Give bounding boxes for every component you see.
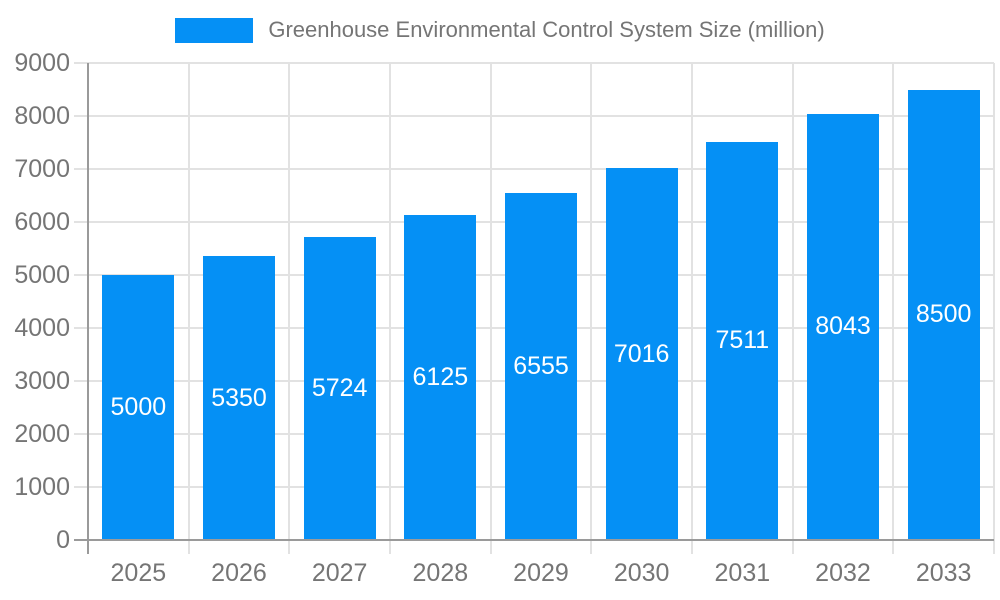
- bar-2027[interactable]: 5724: [303, 236, 376, 540]
- bar-value-label: 6125: [412, 363, 469, 392]
- x-axis-label-2028: 2028: [412, 559, 469, 587]
- x-axis-label-2032: 2032: [815, 559, 871, 587]
- x-axis-label-2025: 2025: [110, 559, 167, 587]
- legend[interactable]: Greenhouse Environmental Control System …: [0, 8, 1000, 52]
- bar-2025[interactable]: 5000: [102, 275, 175, 540]
- bar-2026[interactable]: 5350: [203, 256, 275, 540]
- bar-2028[interactable]: 6125: [404, 215, 477, 540]
- y-axis-line: [87, 63, 89, 554]
- gridline-vertical: [288, 63, 291, 554]
- y-axis-label: 8000: [14, 102, 70, 130]
- legend-swatch: [175, 17, 254, 43]
- bar-value-label: 8043: [815, 312, 871, 341]
- bar-value-label: 6555: [513, 351, 569, 380]
- bar-value-label: 5000: [110, 393, 167, 421]
- bar-value-label: 5350: [211, 383, 267, 412]
- gridline-vertical: [389, 63, 391, 554]
- legend-title: Greenhouse Environmental Control System …: [268, 17, 825, 42]
- bar-value-label: 8500: [915, 300, 972, 329]
- x-axis-label-2033: 2033: [915, 559, 972, 587]
- bar-value-label: 7511: [715, 326, 770, 355]
- gridline-horizontal: [74, 62, 994, 64]
- bar-2031[interactable]: 7511: [706, 141, 779, 540]
- bar-value-label: 7016: [613, 339, 670, 368]
- gridline-vertical: [489, 63, 492, 554]
- y-axis-label: 6000: [14, 208, 70, 236]
- gridline-horizontal: [74, 168, 994, 170]
- y-axis-label: 0: [56, 526, 70, 554]
- x-axis-label-2030: 2030: [613, 559, 670, 587]
- gridline-vertical: [590, 63, 593, 554]
- y-axis-label: 2000: [14, 420, 70, 448]
- y-axis-label: 1000: [14, 473, 70, 501]
- gridline-vertical: [791, 63, 794, 554]
- gridline-vertical: [993, 63, 995, 554]
- x-axis-line: [74, 539, 994, 541]
- y-axis-label: 5000: [14, 261, 70, 289]
- bar-2032[interactable]: 8043: [807, 113, 879, 540]
- x-axis-label-2031: 2031: [714, 559, 771, 587]
- y-axis-label: 9000: [14, 49, 70, 77]
- x-axis-label-2026: 2026: [211, 559, 267, 587]
- bar-2029[interactable]: 6555: [505, 192, 577, 540]
- gridline-horizontal: [74, 115, 994, 117]
- gridline-vertical: [691, 63, 693, 554]
- y-axis-label: 7000: [14, 155, 70, 183]
- gridline-vertical: [892, 63, 895, 554]
- y-axis-label: 4000: [14, 314, 70, 342]
- y-axis-label: 3000: [14, 367, 70, 395]
- bar-2033[interactable]: 8500: [907, 89, 980, 540]
- x-axis-label-2029: 2029: [513, 559, 569, 587]
- bar-2030[interactable]: 7016: [605, 168, 678, 540]
- x-axis-label-2027: 2027: [311, 559, 368, 587]
- bar-value-label: 5724: [311, 373, 368, 402]
- gridline-vertical: [187, 63, 190, 554]
